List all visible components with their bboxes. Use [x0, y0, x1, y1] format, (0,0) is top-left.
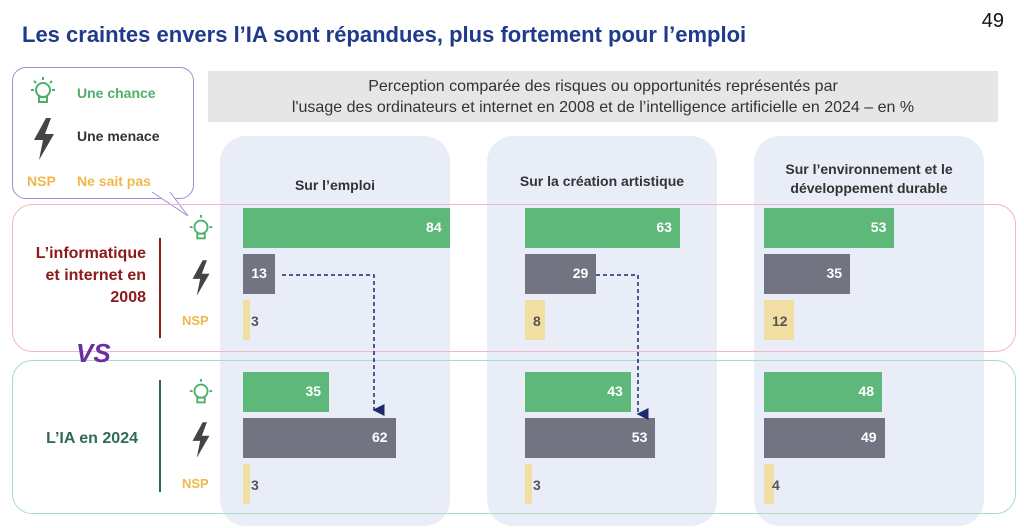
legend-nsp-tag: NSP — [27, 173, 56, 189]
lightning-icon — [192, 260, 210, 296]
column-title-environnement: Sur l’environnement et le développement … — [785, 161, 953, 196]
lightbulb-icon — [31, 77, 55, 103]
bar-menace-2008-col2: 35 — [764, 254, 851, 294]
row-label-2024: L’IA en 2024 — [46, 430, 138, 447]
bar-chance-2008-col0: 84 — [243, 208, 450, 248]
bar-value-label: 49 — [860, 429, 877, 445]
row-2024-nsp-tag: NSP — [182, 476, 209, 491]
page-title: Les craintes envers l’IA sont répandues,… — [22, 22, 747, 47]
bar-menace-2024-col0: 62 — [243, 418, 396, 458]
separator-2008 — [159, 238, 161, 338]
bar-menace-2008-col1: 29 — [525, 254, 597, 294]
bar-menace-2008-col0: 13 — [243, 254, 275, 294]
bar-nsp-2008-col0 — [243, 300, 251, 340]
bar-value-label: 3 — [533, 477, 541, 493]
legend-chance: Une chance — [77, 85, 156, 101]
legend: Une chance Une menace NSP Ne sait pas — [12, 67, 194, 199]
bar-chance-2008-col2: 53 — [764, 208, 895, 248]
bar-nsp-2024-col1 — [525, 464, 533, 504]
arrow-emploi — [282, 274, 385, 416]
lightbulb-icon — [189, 214, 213, 240]
subtitle-line-2: l'usage des ordinateurs et internet en 2… — [291, 99, 915, 116]
page-number: 49 — [981, 10, 1004, 32]
column-title-emploi: Sur l’emploi — [294, 177, 376, 193]
bar-value-label: 35 — [826, 265, 843, 281]
row-2024-box — [12, 360, 1016, 514]
bar-chance-2024-col0: 35 — [243, 372, 330, 412]
bar-chance-2024-col1: 43 — [525, 372, 631, 412]
bar-chance-2008-col1: 63 — [525, 208, 680, 248]
bar-value-label: 4 — [772, 477, 780, 493]
row-2008-box — [12, 204, 1016, 352]
legend-nsp: Ne sait pas — [77, 173, 151, 189]
bar-value-label: 53 — [631, 429, 648, 445]
bar-value-label: 3 — [251, 313, 259, 329]
lightning-icon — [34, 118, 54, 160]
bar-chance-2024-col2: 48 — [764, 372, 883, 412]
separator-2024 — [159, 380, 161, 492]
bar-menace-2024-col1: 53 — [525, 418, 656, 458]
chart-subtitle: Perception comparée des risques ou oppor… — [208, 71, 998, 122]
bar-value-label: 48 — [858, 383, 875, 399]
bar-value-label: 43 — [607, 383, 623, 399]
bar-value-label: 8 — [533, 313, 541, 329]
bar-value-label: 62 — [371, 429, 388, 445]
bar-nsp-2024-col2 — [764, 464, 774, 504]
arrow-creation — [596, 274, 649, 420]
bar-value-label: 63 — [656, 219, 672, 235]
bar-value-label: 35 — [305, 383, 322, 399]
vs-label: VS — [76, 338, 111, 368]
bar-value-label: 12 — [772, 313, 788, 329]
bar-value-label: 29 — [572, 265, 589, 281]
bar-value-label: 13 — [251, 265, 267, 281]
bar-value-label: 3 — [251, 477, 259, 493]
column-title-creation: Sur la création artistique — [519, 173, 685, 189]
legend-menace: Une menace — [77, 128, 160, 144]
bar-nsp-2024-col0 — [243, 464, 251, 504]
row-label-2008: L’informatique et internet en 2008 — [35, 245, 146, 306]
bar-value-label: 84 — [426, 219, 442, 235]
bar-menace-2024-col2: 49 — [764, 418, 885, 458]
column-emploi-bg — [220, 136, 450, 526]
bar-nsp-2008-col2 — [764, 300, 794, 340]
bar-value-label: 53 — [870, 219, 887, 235]
bar-nsp-2008-col1 — [525, 300, 545, 340]
lightbulb-icon — [189, 378, 213, 404]
row-2008-nsp-tag: NSP — [182, 313, 209, 328]
lightning-icon — [192, 422, 210, 458]
subtitle-line-1: Perception comparée des risques ou oppor… — [368, 78, 838, 95]
